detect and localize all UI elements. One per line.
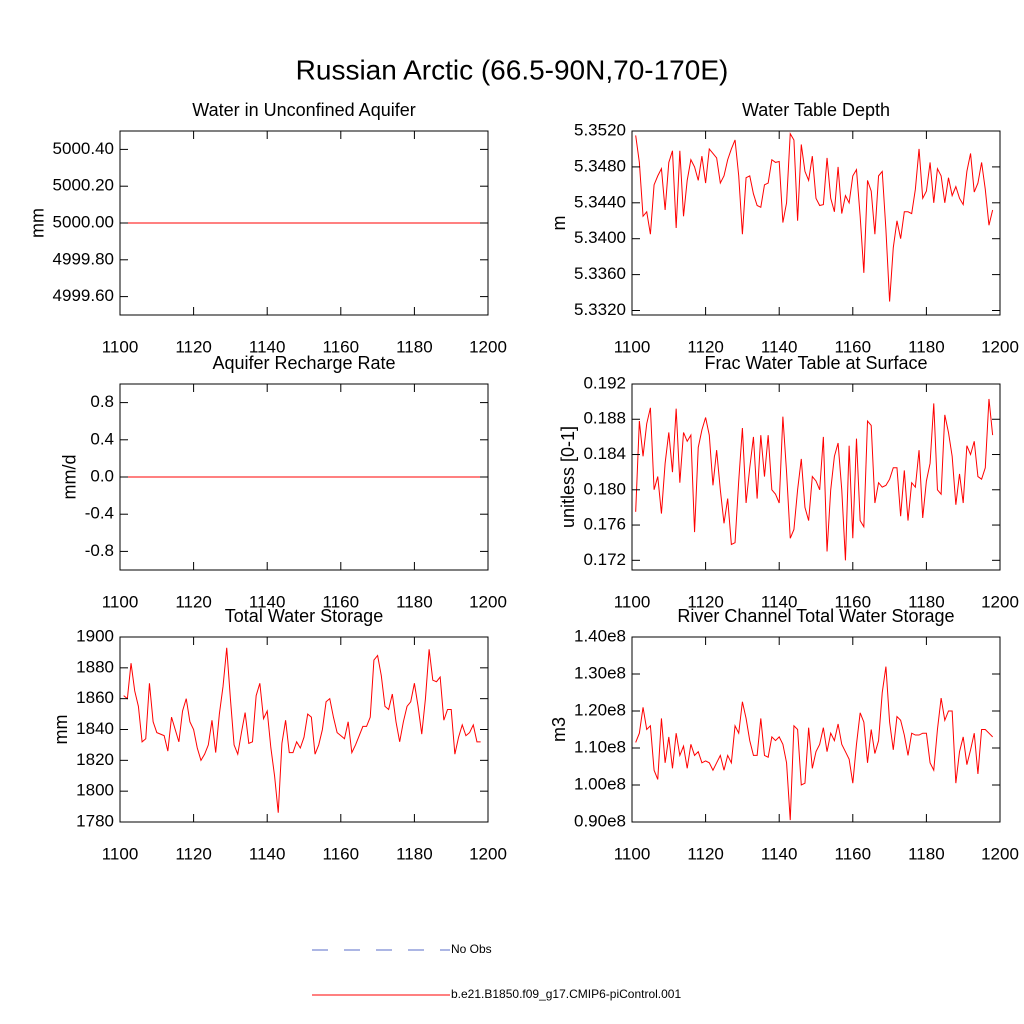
x-tick-label: 1140: [249, 337, 286, 356]
x-tick-label: 1100: [102, 337, 139, 356]
x-tick-label: 1100: [614, 337, 651, 356]
x-tick-label: 1100: [102, 592, 139, 611]
y-tick-label: 0.176: [583, 515, 626, 534]
data-line: [635, 666, 993, 821]
y-tick-label: 5000.40: [53, 139, 114, 158]
y-tick-label: 1800: [76, 781, 114, 800]
y-tick-label: 5.3400: [574, 228, 626, 247]
x-tick-label: 1120: [687, 844, 724, 863]
y-axis-label: mm: [27, 208, 47, 238]
x-tick-label: 1200: [469, 337, 507, 356]
plot-frame: [631, 636, 1001, 823]
y-axis-label: m: [549, 216, 569, 231]
x-tick-label: 1200: [469, 844, 507, 863]
x-tick-label: 1140: [761, 592, 798, 611]
x-tick-label: 1200: [981, 337, 1019, 356]
panel-title: River Channel Total Water Storage: [677, 606, 954, 626]
x-tick-label: 1160: [323, 844, 360, 863]
y-tick-label: 0.8: [90, 392, 114, 411]
panel-title: Water in Unconfined Aquifer: [192, 100, 415, 120]
y-tick-label: 0.172: [583, 550, 626, 569]
y-tick-label: -0.8: [85, 541, 114, 560]
y-tick-label: 0.180: [583, 479, 626, 498]
y-tick-label: 0.90e8: [574, 811, 626, 830]
y-axis-label: m3: [549, 717, 569, 742]
y-tick-label: 0.192: [583, 373, 626, 392]
y-tick-label: 1.30e8: [574, 663, 626, 682]
data-line: [123, 647, 481, 813]
x-tick-label: 1180: [908, 337, 945, 356]
y-tick-label: 1880: [76, 657, 114, 676]
x-tick-label: 1180: [396, 337, 433, 356]
x-tick-label: 1180: [396, 844, 433, 863]
y-tick-label: 1.20e8: [574, 700, 626, 719]
y-tick-label: 1.00e8: [574, 774, 626, 793]
y-tick-label: 1780: [76, 811, 114, 830]
x-tick-label: 1180: [908, 844, 945, 863]
y-tick-label: 4999.60: [53, 286, 114, 305]
y-tick-label: 5.3360: [574, 264, 626, 283]
figure-title: Russian Arctic (66.5-90N,70-170E): [296, 54, 729, 85]
panel-title: Aquifer Recharge Rate: [212, 353, 395, 373]
x-tick-label: 1140: [761, 337, 798, 356]
y-tick-label: 4999.80: [53, 249, 114, 268]
x-tick-label: 1100: [102, 844, 139, 863]
x-tick-label: 1120: [175, 844, 212, 863]
y-axis-label: mm: [51, 715, 71, 745]
x-tick-label: 1200: [981, 844, 1019, 863]
y-tick-label: 5000.20: [53, 176, 114, 195]
x-tick-label: 1200: [981, 592, 1019, 611]
y-tick-label: 0.4: [90, 429, 114, 448]
y-tick-label: 1840: [76, 719, 114, 738]
y-tick-label: 1900: [76, 626, 114, 645]
legend-label: b.e21.B1850.f09_g17.CMIP6-piControl.001: [451, 987, 681, 1001]
x-tick-label: 1160: [835, 592, 872, 611]
x-tick-label: 1200: [469, 592, 507, 611]
y-tick-label: 0.184: [583, 444, 626, 463]
x-tick-label: 1180: [908, 592, 945, 611]
panel-title: Water Table Depth: [742, 100, 890, 120]
x-tick-label: 1160: [835, 337, 872, 356]
x-tick-label: 1160: [323, 592, 360, 611]
y-tick-label: -0.4: [85, 504, 114, 523]
x-tick-label: 1140: [761, 844, 798, 863]
y-tick-label: 1820: [76, 750, 114, 769]
x-tick-label: 1100: [614, 844, 651, 863]
plot-frame: [631, 130, 1001, 316]
panel-title: Total Water Storage: [225, 606, 383, 626]
y-tick-label: 5.3440: [574, 192, 626, 211]
y-tick-label: 5.3520: [574, 120, 626, 139]
y-tick-label: 5000.00: [53, 212, 114, 231]
y-axis-label: mm/d: [59, 455, 79, 500]
x-tick-label: 1120: [687, 592, 724, 611]
y-tick-label: 1.10e8: [574, 737, 626, 756]
x-tick-label: 1180: [396, 592, 433, 611]
y-tick-label: 5.3480: [574, 156, 626, 175]
x-tick-label: 1140: [249, 844, 286, 863]
x-tick-label: 1100: [614, 592, 651, 611]
x-tick-label: 1140: [249, 592, 286, 611]
y-tick-label: 1860: [76, 688, 114, 707]
panel-title: Frac Water Table at Surface: [704, 353, 927, 373]
y-tick-label: 0.0: [90, 466, 114, 485]
y-tick-label: 5.3320: [574, 300, 626, 319]
plot-frame: [631, 383, 1001, 571]
x-tick-label: 1120: [175, 592, 212, 611]
data-line: [635, 398, 994, 561]
data-line: [635, 132, 994, 302]
x-tick-label: 1120: [687, 337, 724, 356]
x-tick-label: 1160: [835, 844, 872, 863]
x-tick-label: 1160: [323, 337, 360, 356]
x-tick-label: 1120: [175, 337, 212, 356]
legend-label: No Obs: [451, 942, 492, 956]
y-tick-label: 0.188: [583, 409, 626, 428]
y-tick-label: 1.40e8: [574, 626, 626, 645]
y-axis-label: unitless [0-1]: [558, 426, 578, 528]
